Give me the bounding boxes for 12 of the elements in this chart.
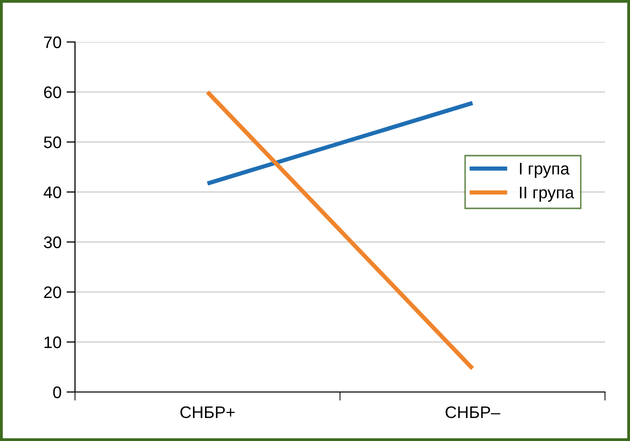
y-tick-label: 60 <box>44 86 62 98</box>
y-tick-label: 40 <box>44 186 62 198</box>
y-tick-label: 20 <box>44 286 62 298</box>
legend-label: I група <box>520 162 570 178</box>
x-tick-label: СНБР+ <box>180 406 235 418</box>
y-tick-label: 10 <box>44 336 62 348</box>
y-tick-label: 70 <box>44 36 62 48</box>
y-tick-label: 30 <box>44 236 62 248</box>
x-tick-label: СНБР– <box>446 406 500 418</box>
y-tick-label: 0 <box>53 386 62 398</box>
y-tick-label: 50 <box>44 136 62 148</box>
legend-label: II група <box>520 186 574 202</box>
